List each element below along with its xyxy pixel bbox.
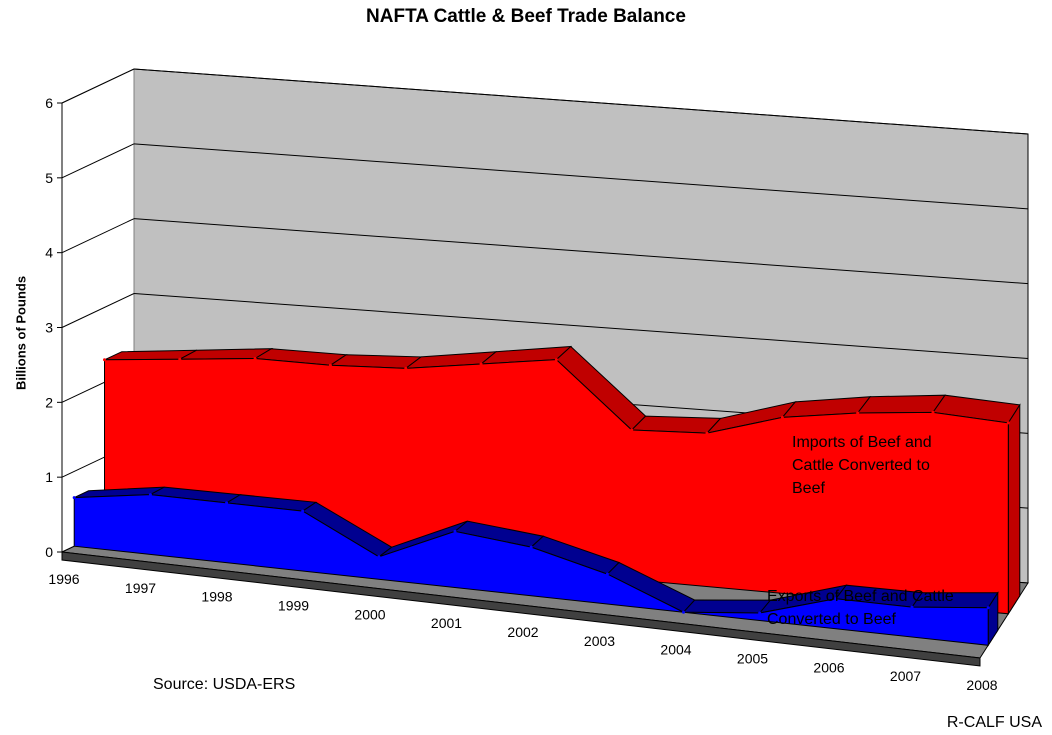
gridline: [133, 293, 1029, 359]
gridline: [61, 293, 135, 328]
exports-data-point: [148, 493, 152, 497]
floor-edge: [61, 551, 981, 667]
imports-data-point: [931, 410, 935, 414]
imports-data-point: [103, 358, 106, 362]
y-tick-label: 6: [45, 95, 53, 111]
source-note: Source: USDA-ERS: [153, 676, 296, 693]
imports-data-point: [554, 358, 558, 362]
exports-series-label: Exports of Beef and Cattle Converted to B…: [767, 588, 954, 628]
gridline: [133, 218, 1029, 285]
exports-data-point: [377, 555, 381, 559]
exports-data-point: [834, 597, 838, 601]
x-tick-label: 2000: [354, 606, 385, 622]
exports-data-point: [758, 611, 762, 615]
exports-data-point: [605, 572, 609, 576]
y-tick-label: 0: [45, 544, 53, 560]
exports-data-point: [986, 606, 990, 610]
x-tick-label: 2007: [890, 668, 921, 684]
x-tick-label: 2008: [966, 677, 997, 693]
exports-data-point: [453, 529, 457, 533]
imports-data-point: [780, 415, 784, 419]
imports-data-point: [630, 428, 634, 432]
y-tick-label: 4: [45, 245, 53, 261]
exports-data-point: [682, 610, 685, 614]
imports-data-point: [253, 357, 257, 360]
gridline: [61, 68, 135, 104]
chart-title: NAFTA Cattle & Beef Trade Balance: [366, 6, 686, 27]
imports-data-point: [705, 431, 709, 435]
x-tick-label: 2004: [660, 642, 691, 658]
exports-top-segment: [682, 599, 772, 614]
imports-data-point: [178, 357, 182, 361]
imports-data-point: [328, 363, 332, 367]
x-tick-label: 1996: [48, 571, 79, 587]
imports-top-segment: [856, 394, 946, 414]
x-tick-label: 2003: [584, 633, 615, 649]
x-tick-label: 1998: [201, 589, 232, 605]
exports-data-point: [301, 509, 305, 513]
y-tick-label: 2: [45, 394, 53, 410]
x-tick-label: 1997: [125, 580, 156, 596]
gridline: [61, 143, 135, 179]
exports-area-face: [73, 494, 989, 646]
gridline: [133, 143, 1029, 210]
exports-data-point: [225, 501, 229, 505]
imports-end-cap: [1007, 403, 1021, 616]
imports-series-label: Imports of Beef and Cattle Converted to Be…: [792, 434, 932, 497]
gridline: [133, 68, 1029, 135]
y-tick-label: 3: [45, 320, 53, 336]
imports-data-point: [479, 362, 483, 366]
exports-data-point: [72, 496, 76, 500]
x-tick-label: 2002: [507, 624, 538, 640]
gridline: [61, 218, 135, 254]
x-tick-label: 2006: [813, 659, 844, 675]
imports-data-point: [856, 411, 860, 415]
exports-data-point: [910, 605, 914, 609]
y-tick-label: 5: [45, 170, 53, 186]
x-tick-label: 2001: [431, 615, 462, 631]
x-tick-label: 2005: [737, 651, 768, 667]
imports-data-point: [1006, 421, 1010, 425]
credit-note: R-CALF USA: [946, 714, 1042, 731]
imports-data-point: [404, 366, 408, 370]
y-tick-label: 1: [45, 469, 53, 485]
x-tick-label: 1999: [278, 598, 309, 614]
exports-data-point: [529, 545, 533, 549]
